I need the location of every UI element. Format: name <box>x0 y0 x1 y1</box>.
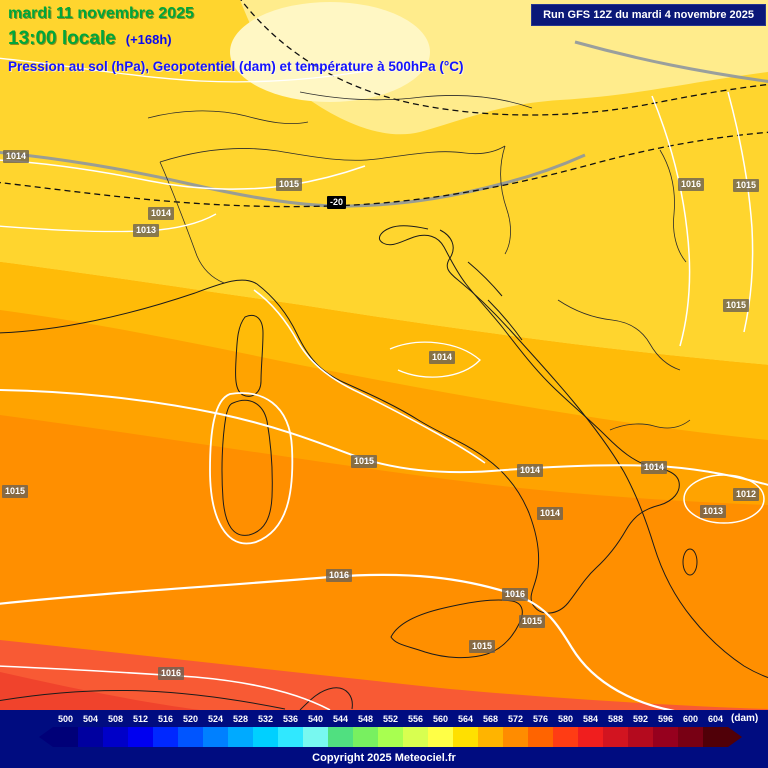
pressure-label: 1015 <box>733 179 760 192</box>
colorbar-values: 500 504 508 512 516 520 524 528 532 536 540 544 548 5… <box>53 714 728 724</box>
colorbar-swatch <box>628 727 653 747</box>
colorbar-swatch <box>478 727 503 747</box>
pressure-label: 1015 <box>351 455 378 468</box>
colorbar-value: 504 <box>82 713 99 724</box>
colorbar-swatch <box>328 727 353 747</box>
colorbar-swatch <box>103 727 128 747</box>
temperature-fill-bands <box>0 0 768 710</box>
colorbar-swatch <box>128 727 153 747</box>
colorbar-value: 584 <box>582 713 599 724</box>
pressure-label: 1014 <box>148 207 175 220</box>
colorbar-value: 552 <box>382 713 399 724</box>
colorbar-value: 520 <box>182 713 199 724</box>
pressure-label: 1015 <box>723 299 750 312</box>
pressure-label: 1016 <box>502 588 529 601</box>
forecast-offset: (+168h) <box>125 32 172 47</box>
colorbar-swatch <box>603 727 628 747</box>
pressure-label: 1013 <box>133 224 160 237</box>
copyright-link[interactable]: Copyright 2025 Meteociel.fr <box>312 751 456 764</box>
temperature-label: -20 <box>327 196 347 209</box>
pressure-label: 1014 <box>429 351 456 364</box>
colorbar-value: 564 <box>457 713 474 724</box>
pressure-label: 1014 <box>3 150 30 163</box>
forecast-date: mardi 11 novembre 2025 <box>8 5 194 22</box>
colorbar-swatch <box>178 727 203 747</box>
forecast-time-row: 13:00 locale (+168h) <box>8 28 464 50</box>
bottom-strip: 500 504 508 512 516 520 524 528 532 536 540 544 548 5… <box>0 710 768 768</box>
colorbar-swatch <box>678 727 703 747</box>
colorbar-value: 540 <box>307 713 324 724</box>
colorbar-swatch <box>703 727 728 747</box>
colorbar-value: 548 <box>357 713 374 724</box>
colorbar-swatch <box>253 727 278 747</box>
colorbar <box>0 727 768 747</box>
copyright-bar: Copyright 2025 Meteociel.fr <box>0 747 768 768</box>
temperature-contours-dashed <box>0 0 768 208</box>
colorbar-swatch <box>378 727 403 747</box>
weather-map-svg <box>0 0 768 710</box>
colorbar-value: 568 <box>482 713 499 724</box>
pressure-label: 1015 <box>469 640 496 653</box>
pressure-label: 1013 <box>700 505 727 518</box>
colorbar-swatch <box>528 727 553 747</box>
pressure-label: 1016 <box>678 178 705 191</box>
pressure-label: 1015 <box>2 485 29 498</box>
colorbar-value: 576 <box>532 713 549 724</box>
pressure-label: 1014 <box>517 464 544 477</box>
colorbar-value: 500 <box>57 713 74 724</box>
colorbar-value: 560 <box>432 713 449 724</box>
colorbar-value: 516 <box>157 713 174 724</box>
map-area: 1014 1015 1014 1013 -20 1016 1015 1015 1014 1015 1… <box>0 0 768 710</box>
colorbar-right-arrow <box>728 727 742 747</box>
pressure-label: 1012 <box>733 488 760 501</box>
colorbar-swatch <box>78 727 103 747</box>
colorbar-swatch <box>553 727 578 747</box>
colorbar-swatch <box>303 727 328 747</box>
colorbar-unit-label: (dam) <box>731 713 759 724</box>
colorbar-values-row: 500 504 508 512 516 520 524 528 532 536 540 544 548 5… <box>0 710 768 727</box>
colorbar-value: 556 <box>407 713 424 724</box>
colorbar-swatch <box>278 727 303 747</box>
colorbar-swatch <box>653 727 678 747</box>
forecast-time: 13:00 locale <box>8 28 116 49</box>
colorbar-swatch <box>53 727 78 747</box>
pressure-label: 1016 <box>326 569 353 582</box>
colorbar-value: 532 <box>257 713 274 724</box>
colorbar-swatch <box>428 727 453 747</box>
colorbar-value: 588 <box>607 713 624 724</box>
country-borders <box>147 91 691 431</box>
colorbar-swatch <box>153 727 178 747</box>
pressure-label: 1015 <box>519 615 546 628</box>
colorbar-swatch <box>578 727 603 747</box>
pressure-label: 1014 <box>641 461 668 474</box>
colorbar-left-arrow <box>39 727 53 747</box>
colorbar-swatch <box>203 727 228 747</box>
pressure-label: 1016 <box>158 667 185 680</box>
colorbar-swatch <box>453 727 478 747</box>
colorbar-swatch <box>353 727 378 747</box>
colorbar-swatch <box>228 727 253 747</box>
colorbar-value: 604 <box>707 713 724 724</box>
colorbar-value: 600 <box>682 713 699 724</box>
colorbar-value: 508 <box>107 713 124 724</box>
map-subtitle: Pression au sol (hPa), Geopotentiel (dam… <box>8 59 464 74</box>
colorbar-swatch <box>503 727 528 747</box>
pressure-label: 1014 <box>537 507 564 520</box>
colorbar-swatch <box>403 727 428 747</box>
colorbar-value: 528 <box>232 713 249 724</box>
colorbar-value: 536 <box>282 713 299 724</box>
colorbar-value: 512 <box>132 713 149 724</box>
colorbar-value: 524 <box>207 713 224 724</box>
colorbar-value: 572 <box>507 713 524 724</box>
colorbar-value: 596 <box>657 713 674 724</box>
colorbar-value: 592 <box>632 713 649 724</box>
colorbar-value: 580 <box>557 713 574 724</box>
pressure-label: 1015 <box>276 178 303 191</box>
map-header: mardi 11 novembre 2025 13:00 locale (+16… <box>8 5 464 74</box>
colorbar-value: 544 <box>332 713 349 724</box>
run-info-box: Run GFS 12Z du mardi 4 novembre 2025 <box>531 4 766 26</box>
